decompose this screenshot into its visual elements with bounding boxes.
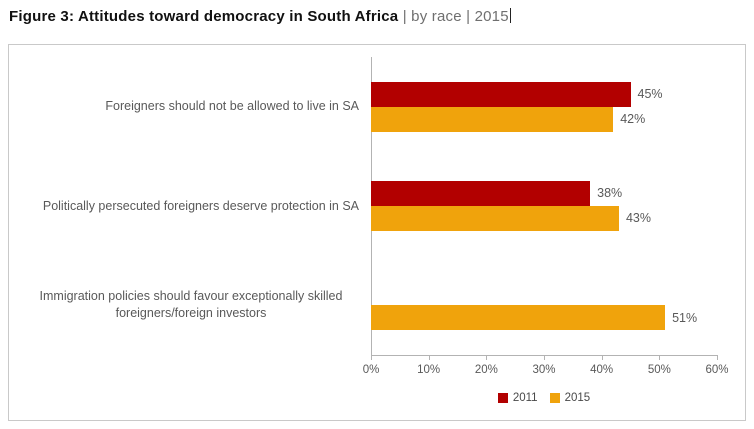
category-label: Politically persecuted foreigners deserv…	[9, 198, 371, 215]
category-label-text: Immigration policies should favour excep…	[39, 289, 343, 321]
figure-title: Figure 3: Attitudes toward democracy in …	[9, 8, 511, 25]
legend-item-2015: 2015	[549, 392, 591, 404]
bar-slot-2011: 45%	[371, 81, 717, 107]
bar-group: 51%	[371, 256, 717, 355]
x-axis-line	[371, 355, 718, 356]
data-label: 43%	[625, 211, 651, 226]
category-label-text: Politically persecuted foreigners deserv…	[42, 198, 359, 213]
bar-slot-2015: 43%	[371, 205, 717, 231]
legend: 2011 2015	[371, 392, 717, 404]
data-label: 45%	[637, 87, 663, 102]
data-label: 38%	[597, 186, 623, 201]
legend-swatch-2015	[549, 393, 560, 403]
x-axis-tick	[717, 356, 718, 360]
bar-2011	[371, 180, 591, 206]
x-axis-tick	[601, 356, 603, 360]
bar-slot-2011: 38%	[371, 180, 717, 206]
bar-slot-2015: 51%	[371, 305, 717, 331]
bar-2011	[371, 81, 631, 107]
category-label: Immigration policies should favour excep…	[9, 288, 371, 322]
x-axis-labels: 0% 10% 20% 30% 40% 50% 60%	[363, 364, 729, 378]
x-axis-tick	[371, 356, 372, 360]
bar-2015	[371, 106, 614, 132]
chart-row: Immigration policies should favour excep…	[9, 256, 717, 355]
x-axis-tick	[428, 356, 430, 360]
bar-rows: Foreigners should not be allowed to live…	[9, 57, 717, 355]
x-axis-tick-label: 20%	[474, 364, 498, 376]
x-axis-tick	[544, 356, 545, 360]
data-label: 42%	[620, 112, 646, 127]
bar-slot-2015: 42%	[371, 106, 717, 132]
chart-row: Politically persecuted foreigners deserv…	[9, 156, 717, 255]
x-axis-tickmarks	[371, 356, 718, 361]
x-axis-tick-label: 60%	[705, 364, 729, 376]
bar-2015	[371, 205, 619, 231]
legend-label: 2015	[564, 392, 591, 404]
bar-2015	[371, 305, 666, 331]
bar-slot-2011	[371, 280, 717, 305]
x-axis-tick-label: 0%	[362, 364, 380, 376]
x-axis-tick	[486, 356, 488, 360]
figure-title-text: Figure 3: Attitudes toward democracy in …	[9, 8, 399, 25]
x-axis-tick-label: 50%	[647, 364, 671, 376]
x-axis-tick	[659, 356, 661, 360]
figure-title-qualifier: | by race | 2015	[398, 8, 509, 25]
data-label: 51%	[672, 310, 698, 325]
bar-group: 38% 43%	[371, 156, 717, 255]
bar-group: 45% 42%	[371, 57, 717, 156]
legend-swatch-2011	[497, 393, 508, 403]
text-cursor	[509, 8, 511, 23]
chart-row: Foreigners should not be allowed to live…	[9, 57, 717, 156]
x-axis-tick-label: 10%	[417, 364, 441, 376]
x-axis-tick-label: 40%	[590, 364, 614, 376]
chart-panel: Foreigners should not be allowed to live…	[8, 44, 746, 421]
legend-label: 2011	[512, 392, 538, 404]
legend-item-2011: 2011	[497, 392, 538, 404]
category-label-text: Foreigners should not be allowed to live…	[105, 99, 359, 114]
category-label: Foreigners should not be allowed to live…	[9, 98, 371, 115]
x-axis-tick-label: 30%	[532, 364, 556, 376]
